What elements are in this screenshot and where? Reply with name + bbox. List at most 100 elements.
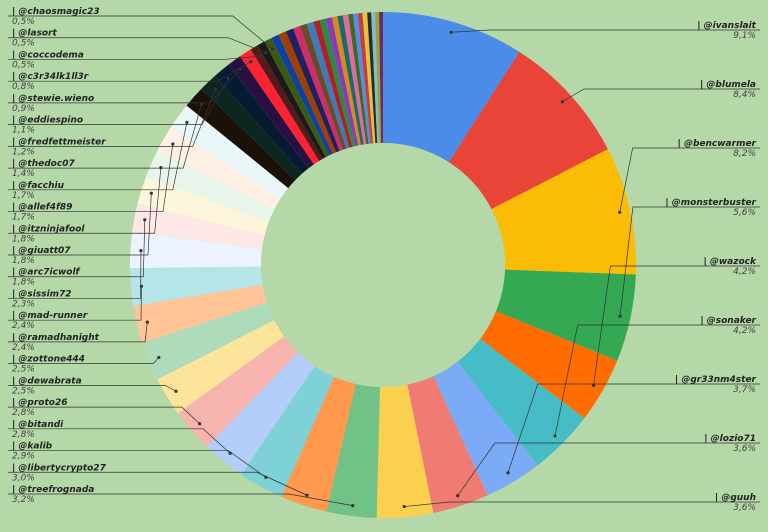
slice-other-6 <box>313 20 353 148</box>
leader-line-lasort <box>8 37 267 53</box>
leader-dot-arc7icwolf <box>143 218 147 222</box>
slice-other-15 <box>362 12 376 144</box>
slice-value-coccodema: 0,5% <box>12 60 35 70</box>
slice-label-fredfettmeister: | @fredfettmeister <box>12 137 106 147</box>
slice-other-13 <box>352 13 371 144</box>
slice-value-treefrognada: 3,2% <box>12 495 35 505</box>
slice-libertycrypto27 <box>281 376 356 512</box>
slice-other-2 <box>285 28 340 153</box>
slice-label-gr33nm4ster: | @gr33nm4ster <box>675 375 757 385</box>
slice-other-4 <box>299 23 347 150</box>
slice-value-dewabrata: 2,5% <box>12 386 35 396</box>
slice-bencwarmer <box>491 149 636 275</box>
slice-label-stewie-wieno: | @stewie.wieno <box>12 94 94 104</box>
slice-label-zottone444: | @zottone444 <box>12 355 85 365</box>
slice-label-coccodema: | @coccodema <box>12 50 84 60</box>
slice-value-bencwarmer: 8,2% <box>733 149 756 159</box>
slice-kalib <box>241 366 335 497</box>
slice-label-eddiespino: | @eddiespino <box>12 116 83 126</box>
slice-thedoc07 <box>186 88 296 189</box>
leader-line-dewabrata <box>8 385 177 392</box>
slice-lozio71 <box>407 376 488 513</box>
slice-value-thedoc07: 1,4% <box>12 169 35 179</box>
slice-value-libertycrypto27: 3,0% <box>12 473 35 483</box>
slice-value-chaosmagic23: 0,5% <box>12 17 35 27</box>
slice-label-treefrognada: | @treefrognada <box>12 485 94 495</box>
slice-value-guuh: 3,6% <box>733 503 756 513</box>
leader-line-bitandi <box>8 428 231 454</box>
slice-value-gr33nm4ster: 3,7% <box>733 385 756 395</box>
slice-facchiu <box>170 105 289 199</box>
slice-value-monsterbuster: 5,6% <box>733 208 756 218</box>
slice-value-stewie-wieno: 0,9% <box>12 104 35 114</box>
slice-giuatt07 <box>137 176 269 236</box>
leader-line-itzninjafool <box>8 167 162 234</box>
slice-chaosmagic23 <box>264 37 330 158</box>
slice-other-10 <box>337 15 364 146</box>
leader-lines-group <box>8 15 760 509</box>
slice-value-zottone444: 2,5% <box>12 365 35 375</box>
leader-line-libertycrypto27 <box>8 471 308 496</box>
slice-label-lasort: | @lasort <box>12 29 58 39</box>
slice-value-lozio71: 3,6% <box>733 444 756 454</box>
slice-ramadhanight <box>133 284 267 343</box>
slice-other-12 <box>348 13 369 145</box>
slice-label-guuh: | @guuh <box>715 493 756 503</box>
slice-eddiespino <box>215 64 309 174</box>
slice-other-0 <box>271 34 333 156</box>
slice-value-blumela: 8,4% <box>733 90 756 100</box>
slice-other-16 <box>367 12 378 144</box>
slice-label-c3r34lk1ll3r: | @c3r34lk1ll3r <box>12 72 89 82</box>
slice-arc7icwolf <box>132 203 265 250</box>
slice-label-sonaker: | @sonaker <box>700 316 756 326</box>
slice-value-eddiespino: 1,1% <box>12 126 35 136</box>
slice-coccodema <box>250 45 323 162</box>
slice-value-wazock: 4,2% <box>733 267 756 277</box>
slice-label-giuatt07: | @giuatt07 <box>12 246 71 256</box>
slice-other-14 <box>357 12 374 144</box>
slice-c3r34lk1ll3r <box>239 49 320 165</box>
slice-monsterbuster <box>495 269 636 361</box>
slice-fredfettmeister <box>201 75 303 181</box>
slice-label-allef4f89: | @allef4f89 <box>12 203 72 213</box>
slice-value-allef4f89: 1,7% <box>12 213 35 223</box>
leader-line-ivanslait <box>451 29 760 33</box>
slice-zottone444 <box>142 302 275 380</box>
slice-value-fredfettmeister: 1,2% <box>12 147 35 157</box>
slice-value-kalib: 2,9% <box>12 452 35 462</box>
leader-line-ramadhanight <box>8 322 148 343</box>
slice-label-itzninjafool: | @itzninjafool <box>12 224 85 234</box>
leader-line-arc7icwolf <box>8 219 146 278</box>
slice-sonaker <box>457 338 585 466</box>
donut-hole <box>261 143 505 387</box>
leader-line-mad-runner <box>8 286 142 321</box>
leader-line-guuh <box>404 501 760 507</box>
slice-label-dewabrata: | @dewabrata <box>12 376 82 386</box>
slice-label-thedoc07: | @thedoc07 <box>12 159 75 169</box>
slice-other-7 <box>319 18 356 147</box>
slice-other-19 <box>379 12 383 144</box>
slice-value-facchiu: 1,7% <box>12 191 35 201</box>
slices-group <box>130 12 636 518</box>
slice-label-arc7icwolf: | @arc7icwolf <box>12 268 81 278</box>
slice-label-mad-runner: | @mad-runner <box>12 311 88 321</box>
leader-line-facchiu <box>8 122 188 191</box>
slice-blumela <box>448 51 608 210</box>
slice-other-1 <box>278 31 337 154</box>
slice-other-9 <box>331 16 361 146</box>
slice-label-ivanslait: | @ivanslait <box>697 21 756 31</box>
slice-label-monsterbuster: | @monsterbuster <box>665 198 756 208</box>
slice-other-5 <box>306 21 350 149</box>
slice-value-c3r34lk1ll3r: 0,8% <box>12 82 35 92</box>
leader-line-fredfettmeister <box>8 89 216 147</box>
slice-bitandi <box>206 352 315 475</box>
slice-ivanslait <box>383 12 520 163</box>
leader-line-thedoc07 <box>8 103 202 169</box>
slice-allef4f89 <box>157 127 281 210</box>
leader-line-monsterbuster <box>619 206 760 317</box>
slice-label-facchiu: | @facchiu <box>12 181 65 191</box>
leader-line-blumela <box>562 88 760 103</box>
leader-line-lozio71 <box>457 442 760 496</box>
